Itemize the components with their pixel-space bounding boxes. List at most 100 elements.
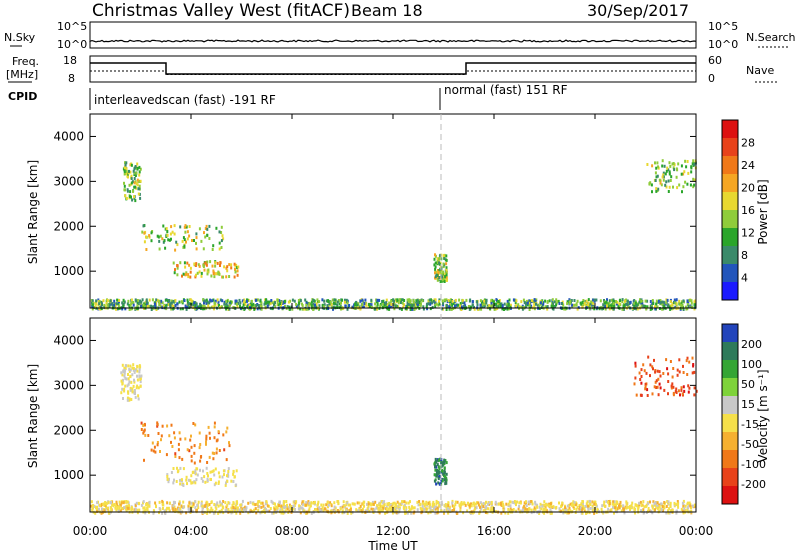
heatmap-cell [285, 505, 288, 509]
heatmap-cell [350, 511, 353, 515]
heatmap-cell [234, 270, 237, 274]
heatmap-cell [669, 300, 672, 304]
heatmap-cell [682, 385, 685, 389]
heatmap-cell [659, 374, 662, 378]
heatmap-cell [500, 511, 503, 515]
heatmap-cell [652, 500, 655, 504]
heatmap-cell [176, 264, 179, 268]
heatmap-cell [139, 196, 142, 200]
heatmap-cell [180, 300, 183, 304]
heatmap-cell [223, 448, 226, 452]
heatmap-cell [114, 506, 117, 510]
heatmap-cell [186, 261, 189, 265]
heatmap-cell [421, 500, 424, 504]
heatmap-cell [423, 504, 426, 508]
heatmap-cell [406, 302, 409, 306]
heatmap-cell [341, 511, 344, 515]
heatmap-cell [295, 500, 298, 504]
heatmap-cell [165, 227, 168, 231]
heatmap-cell [121, 387, 124, 391]
heatmap-cell [607, 500, 610, 504]
heatmap-cell [640, 368, 643, 372]
heatmap-cell [145, 503, 148, 506]
heatmap-cell [225, 307, 228, 311]
heatmap-cell [152, 509, 155, 513]
heatmap-cell [173, 224, 176, 228]
heatmap-cell [289, 299, 292, 303]
heatmap-cell [272, 511, 275, 515]
heatmap-cell [154, 305, 157, 309]
heatmap-cell [616, 300, 619, 304]
heatmap-cell [693, 393, 696, 397]
heatmap-cell [670, 175, 673, 179]
heatmap-cell [656, 506, 659, 510]
heatmap-cell [551, 298, 554, 302]
heatmap-cell [124, 376, 127, 380]
heatmap-cell [185, 225, 188, 229]
heatmap-cell [470, 305, 473, 309]
heatmap-cell [409, 500, 411, 504]
heatmap-cell [524, 305, 527, 309]
heatmap-cell [518, 501, 521, 505]
heatmap-cell [334, 302, 337, 306]
heatmap-cell [130, 398, 133, 401]
heatmap-cell [677, 503, 679, 507]
heatmap-cell [123, 168, 126, 172]
heatmap-cell [127, 175, 129, 179]
heatmap-cell [96, 501, 99, 505]
heatmap-cell [451, 501, 454, 505]
heatmap-cell [214, 467, 217, 471]
heatmap-cell [542, 507, 545, 511]
sky-right-tick-bottom: 10^0 [708, 38, 738, 51]
heatmap-cell [312, 307, 315, 311]
heatmap-cell [161, 499, 164, 503]
heatmap-cell [303, 509, 306, 513]
heatmap-cell [195, 273, 197, 277]
cpid-strip: CPID interleavedscan (fast) -191 RF norm… [8, 83, 568, 110]
heatmap-cell [246, 299, 248, 303]
heatmap-cell [644, 382, 647, 386]
heatmap-cell [582, 299, 585, 302]
heatmap-cell [266, 300, 269, 304]
heatmap-cell [132, 363, 135, 367]
heatmap-cell [378, 298, 381, 302]
heatmap-cell [183, 244, 186, 248]
heatmap-cell [282, 300, 285, 304]
heatmap-cell [675, 302, 678, 306]
heatmap-cell [187, 302, 190, 306]
heatmap-cell [435, 474, 438, 478]
heatmap-cell [166, 501, 169, 505]
heatmap-cell [283, 506, 286, 510]
heatmap-cell [91, 305, 94, 309]
heatmap-cell [451, 499, 454, 503]
sky-left-tick-top: 10^5 [57, 20, 87, 33]
heatmap-cell [164, 304, 167, 308]
heatmap-cell [136, 178, 139, 182]
heatmap-cell [623, 303, 626, 307]
heatmap-cell [143, 506, 146, 510]
heatmap-cell [214, 503, 217, 507]
heatmap-cell [100, 300, 103, 304]
heatmap-cell [172, 481, 175, 485]
heatmap-cell [257, 508, 260, 512]
heatmap-cell [367, 504, 370, 508]
heatmap-cell [408, 300, 411, 303]
heatmap-cell [380, 505, 383, 509]
heatmap-cell [212, 511, 215, 515]
heatmap-cell [393, 505, 396, 509]
heatmap-cell [255, 511, 258, 515]
heatmap-cell [142, 303, 145, 307]
heatmap-cell [222, 506, 225, 510]
heatmap-cell [523, 301, 526, 304]
heatmap-cell [656, 501, 659, 505]
heatmap-cell [284, 304, 286, 308]
heatmap-cell [346, 501, 349, 505]
colorbar-swatch [722, 360, 738, 379]
heatmap-cell [655, 187, 658, 191]
heatmap-cell [651, 164, 654, 168]
sky-strip: N.Sky 10^5 10^0 10^5 10^0 N.Search [4, 20, 796, 51]
heatmap-cell [166, 424, 169, 428]
heatmap-cell [418, 500, 421, 503]
heatmap-cell [138, 170, 141, 174]
heatmap-cell [137, 397, 140, 401]
